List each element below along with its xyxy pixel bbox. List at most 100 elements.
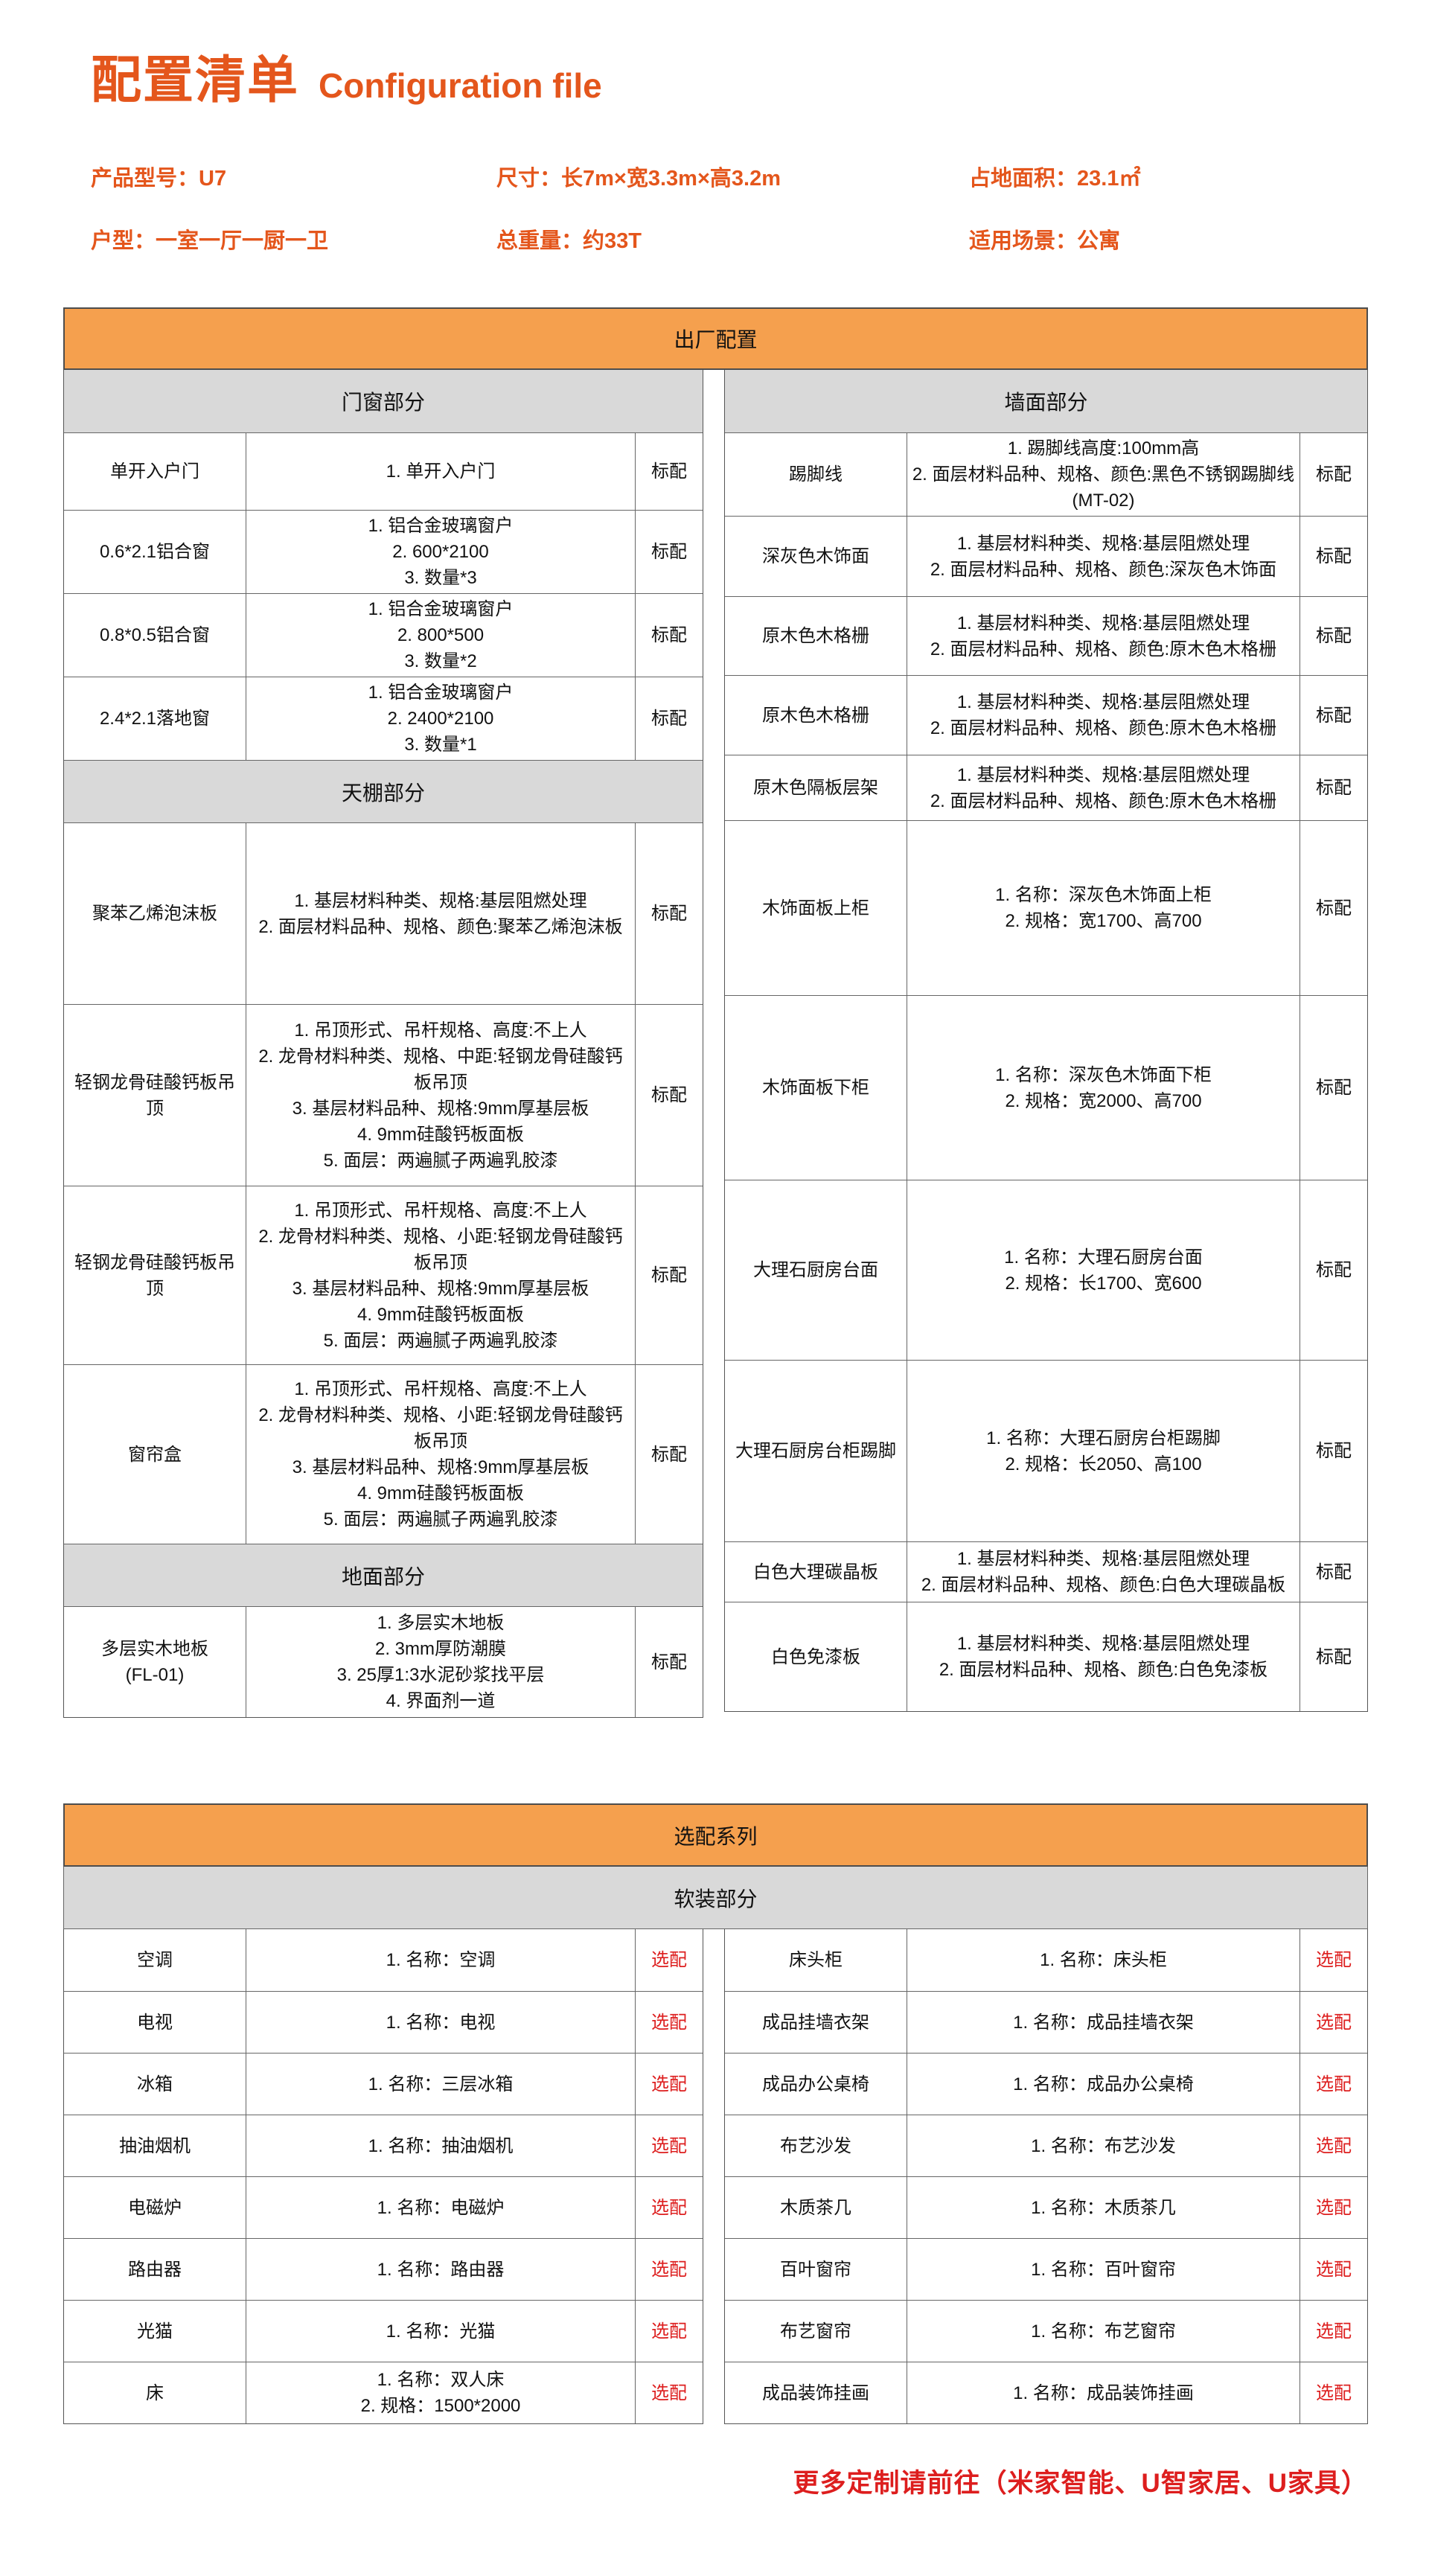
standard-badge: 标配 (651, 542, 687, 562)
optional-right-block: 床头柜 1. 名称：床头柜 选配 成品挂墙衣架 1. 名称：成品挂墙衣架 选配 成品办公桌椅… (724, 1929, 1368, 2424)
standard-badge: 标配 (651, 1652, 687, 1672)
product-scene: 适用场景：公寓 (969, 229, 1121, 253)
item-desc-line: 1. 名称：成品装饰挂画 (1013, 2382, 1194, 2403)
item-desc-line: 4. 9mm硅酸钙板面板 (357, 1124, 524, 1145)
item-desc-line: 3. 数量*1 (404, 735, 477, 755)
optional-badge: 选配 (1316, 1950, 1352, 1970)
item-name-cell: 抽油烟机 (119, 2135, 191, 2156)
table-row: 成品装饰挂画 1. 名称：成品装饰挂画 选配 (725, 2362, 1367, 2423)
item-desc-cell: 1. 吊顶形式、吊杆规格、高度:不上人 2. 龙骨材料种类、规格、中距:轻钢龙骨硅… (246, 1005, 636, 1186)
table-row: 床头柜 1. 名称：床头柜 选配 (725, 1929, 1367, 1991)
table-row: 0.6*2.1铝合窗 1. 铝合金玻璃窗户 2. 600*2100 3. 数量*3 标配 (64, 510, 703, 593)
item-desc-line: 2. 规格：1500*2000 (360, 2396, 521, 2416)
item-desc-line: 1. 基层材料种类、规格:基层阻燃处理 (956, 1549, 1250, 1569)
optional-badge: 选配 (651, 2074, 687, 2094)
item-desc-cell: 1. 名称：成品装饰挂画 (907, 2362, 1300, 2423)
item-desc-line: 2. 800*500 (397, 625, 485, 645)
table-row: 抽油烟机 1. 名称：抽油烟机 选配 (64, 2115, 703, 2176)
item-desc-cell: 1. 名称：电磁炉 (246, 2177, 636, 2238)
item-desc-line: 1. 名称：空调 (386, 1950, 496, 1970)
table-row: 0.8*0.5铝合窗 1. 铝合金玻璃窗户 2. 800*500 3. 数量*2 标配 (64, 593, 703, 677)
section-header: 门窗部分 (64, 370, 703, 432)
table-row: 聚苯乙烯泡沫板 1. 基层材料种类、规格:基层阻燃处理 2. 面层材料品种、规格、颜… (64, 822, 703, 1004)
item-desc-line: 1. 名称：成品办公桌椅 (1013, 2074, 1194, 2094)
soft-furnishing-header: 软装部分 (63, 1867, 1368, 1929)
footer-note: 更多定制请前往（米家智能、U智家居、U家具） (793, 2469, 1368, 2498)
item-name-cell: 原木色隔板层架 (753, 778, 878, 798)
optional-badge: 选配 (1316, 2074, 1352, 2094)
item-name-cell: 0.8*0.5铝合窗 (99, 625, 211, 645)
item-name-cell: 单开入户门 (110, 461, 199, 482)
item-name-cell: 2.4*2.1落地窗 (99, 709, 211, 729)
item-desc-line: 2. 规格：长1700、宽600 (1005, 1273, 1202, 1294)
optional-badge: 选配 (651, 2197, 687, 2218)
item-desc-line: 4. 9mm硅酸钙板面板 (357, 1483, 524, 1503)
standard-badge: 标配 (651, 1085, 687, 1105)
item-desc-line: 1. 名称：抽油烟机 (368, 2135, 514, 2156)
item-desc-cell: 1. 名称：电视 (246, 1992, 636, 2053)
item-desc-line: 1. 单开入户门 (386, 461, 496, 482)
item-name-cell: 原木色木格栅 (762, 705, 869, 726)
item-desc-cell: 1. 铝合金玻璃窗户 2. 800*500 3. 数量*2 (246, 594, 636, 677)
item-desc-line: 2. 2400*2100 (387, 709, 494, 729)
optional-badge: 选配 (1316, 2012, 1352, 2033)
item-desc-line: 1. 名称：布艺窗帘 (1031, 2321, 1176, 2342)
item-name-cell: 成品挂墙衣架 (762, 2012, 869, 2033)
item-name-cell: 床头柜 (789, 1950, 843, 1970)
item-desc-cell: 1. 基层材料种类、规格:基层阻燃处理 2. 面层材料品种、规格、颜色:原木色木格… (907, 676, 1300, 755)
optional-badge: 选配 (1316, 2321, 1352, 2342)
item-desc-line: 2. 600*2100 (392, 542, 489, 562)
factory-config-table: 出厂配置 门窗部分 单开入户门 1. 单开入户门 标配 0.6*2.1铝合窗 1. 铝合金… (63, 307, 1368, 1718)
product-area: 占地面积：23.1㎡ (969, 167, 1141, 191)
item-desc-cell: 1. 基层材料种类、规格:基层阻燃处理 2. 面层材料品种、规格、颜色:白色大理碳… (907, 1542, 1300, 1602)
optional-badge: 选配 (1316, 2259, 1352, 2280)
table-row: 踢脚线 1. 踢脚线高度:100mm高 2. 面层材料品种、规格、颜色:黑色不锈钢踢… (725, 432, 1367, 516)
item-name-cell: 木饰面板下柜 (762, 1078, 869, 1098)
item-desc-line: 1. 名称：路由器 (377, 2259, 505, 2280)
item-name-cell: 原木色木格栅 (762, 626, 869, 646)
item-desc-line: 1. 多层实木地板 (377, 1613, 505, 1633)
item-desc-line: 1. 吊顶形式、吊杆规格、高度:不上人 (294, 1379, 587, 1399)
table-row: 轻钢龙骨硅酸钙板吊顶 1. 吊顶形式、吊杆规格、高度:不上人 2. 龙骨材料种类、规… (64, 1004, 703, 1186)
item-name-cell: 木饰面板上柜 (762, 898, 869, 918)
item-desc-line: 2. 龙骨材料种类、规格、中距:轻钢龙骨硅酸钙板吊顶 (258, 1046, 623, 1093)
item-name-cell: 深灰色木饰面 (762, 546, 869, 566)
optional-badge: 选配 (1316, 2197, 1352, 2218)
item-desc-cell: 1. 名称：深灰色木饰面下柜 2. 规格：宽2000、高700 (907, 996, 1300, 1180)
page-title-zh: 配置清单 (91, 52, 300, 109)
item-desc-line: 3. 基层材料品种、规格:9mm厚基层板 (292, 1457, 589, 1477)
item-desc-line: 2. 规格：宽1700、高700 (1005, 911, 1202, 931)
table-row: 原木色隔板层架 1. 基层材料种类、规格:基层阻燃处理 2. 面层材料品种、规格、颜… (725, 755, 1367, 820)
optional-badge: 选配 (651, 1950, 687, 1970)
optional-badge: 选配 (1316, 2382, 1352, 2403)
standard-badge: 标配 (1316, 1646, 1352, 1667)
item-desc-cell: 1. 吊顶形式、吊杆规格、高度:不上人 2. 龙骨材料种类、规格、小距:轻钢龙骨硅… (246, 1365, 636, 1544)
standard-badge: 标配 (651, 625, 687, 645)
item-desc-cell: 1. 名称：空调 (246, 1929, 636, 1991)
table-row: 木质茶几 1. 名称：木质茶几 选配 (725, 2176, 1367, 2238)
optional-badge: 选配 (651, 2012, 687, 2033)
item-name-cell: 冰箱 (137, 2074, 173, 2094)
item-name-cell: 成品办公桌椅 (762, 2074, 869, 2094)
item-desc-line: 1. 铝合金玻璃窗户 (368, 599, 514, 619)
item-desc-cell: 1. 名称：抽油烟机 (246, 2115, 636, 2176)
item-desc-cell: 1. 名称：成品挂墙衣架 (907, 1992, 1300, 2053)
item-desc-line: 4. 界面剂一道 (386, 1691, 496, 1711)
factory-table-title: 出厂配置 (63, 307, 1368, 370)
table-row: 木饰面板上柜 1. 名称：深灰色木饰面上柜 2. 规格：宽1700、高700 标配 (725, 820, 1367, 995)
standard-badge: 标配 (1316, 1078, 1352, 1098)
standard-badge: 标配 (651, 461, 687, 482)
item-name-cell: 窗帘盒 (128, 1444, 182, 1465)
item-desc-line: 2. 龙骨材料种类、规格、小距:轻钢龙骨硅酸钙板吊顶 (258, 1226, 623, 1273)
item-desc-line: 1. 名称：木质茶几 (1031, 2197, 1176, 2218)
table-row: 床 1. 名称：双人床 2. 规格：1500*2000 选配 (64, 2362, 703, 2423)
item-desc-cell: 1. 名称：百叶窗帘 (907, 2239, 1300, 2300)
item-desc-line: 1. 基层材料种类、规格:基层阻燃处理 (956, 692, 1250, 712)
item-name-cell: 白色大理碳晶板 (753, 1562, 878, 1582)
item-name-cell: 聚苯乙烯泡沫板 (92, 904, 217, 924)
table-row: 路由器 1. 名称：路由器 选配 (64, 2238, 703, 2300)
item-desc-cell: 1. 名称：布艺沙发 (907, 2115, 1300, 2176)
standard-badge: 标配 (651, 709, 687, 729)
item-desc-cell: 1. 名称：木质茶几 (907, 2177, 1300, 2238)
item-desc-cell: 1. 多层实木地板 2. 3mm厚防潮膜 3. 25厚1:3水泥砂浆找平层 4. 界面… (246, 1607, 636, 1717)
